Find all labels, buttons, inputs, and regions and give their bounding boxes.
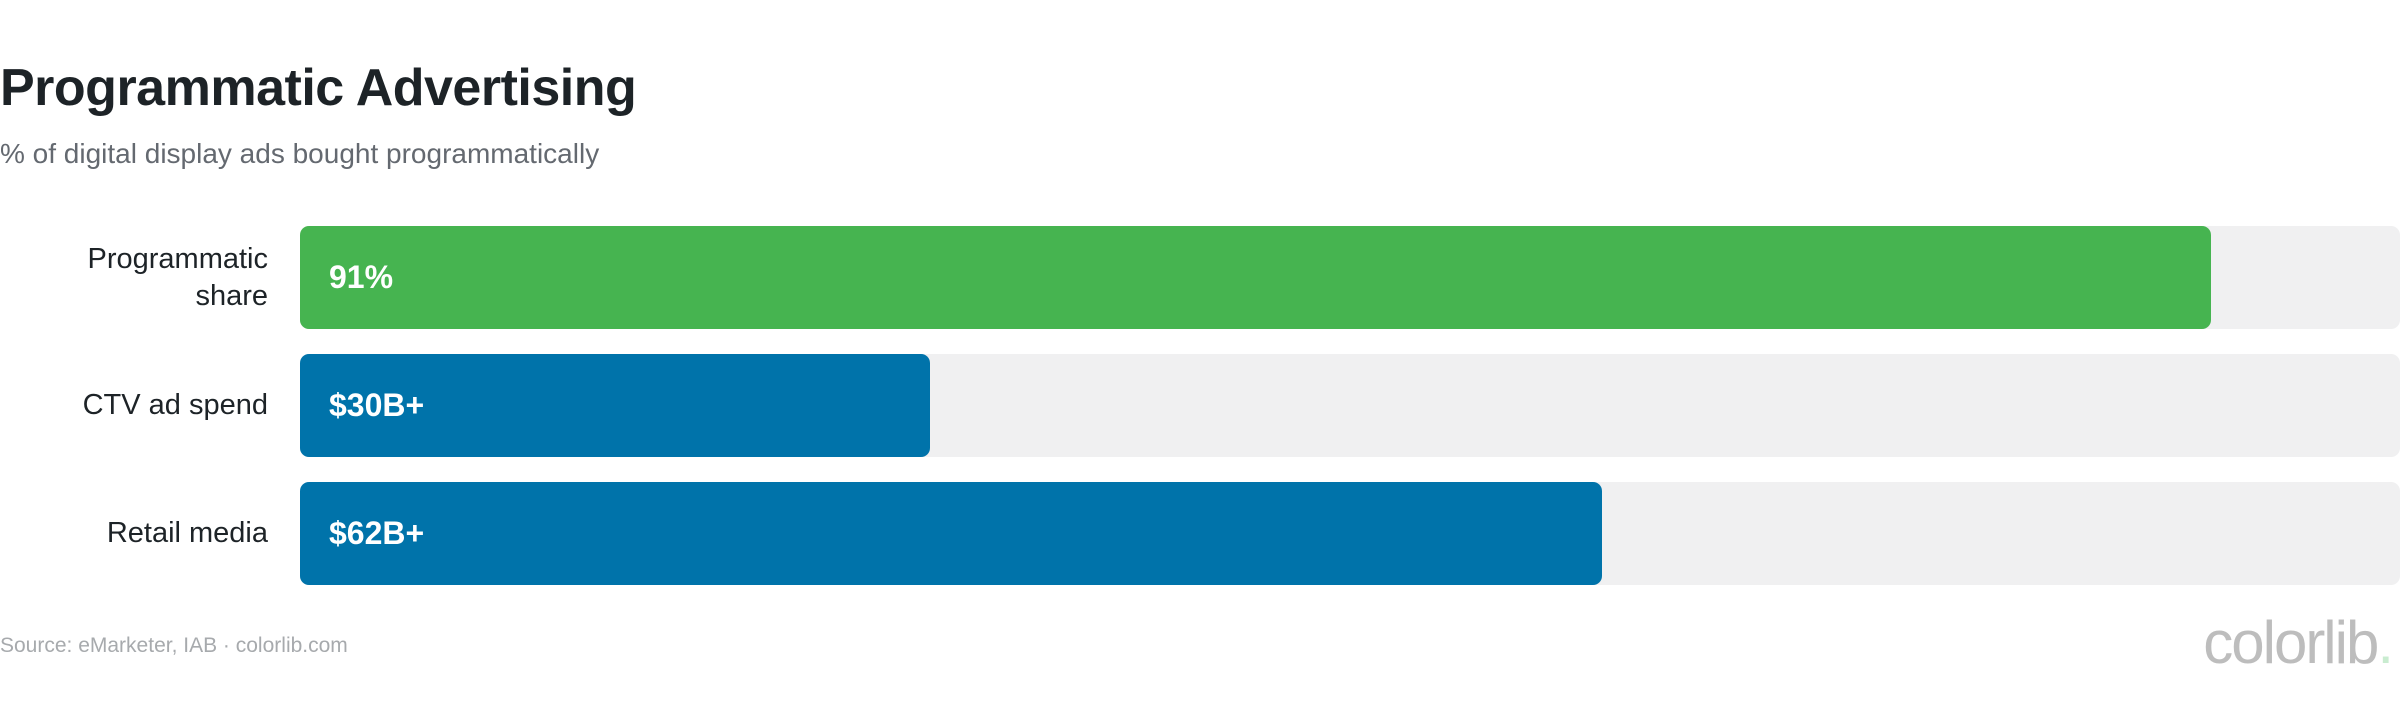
data-label: 91% xyxy=(329,259,394,295)
source-note: Source: eMarketer, IAB · colorlib.com xyxy=(0,634,348,657)
bar-row: Programmatic share 91% xyxy=(0,226,2400,329)
logo-dot: . xyxy=(2377,609,2394,676)
bar-row: Retail media $62B+ xyxy=(0,482,2400,585)
colorlib-logo: colorlib. xyxy=(2203,608,2394,677)
bar xyxy=(300,354,930,457)
bar xyxy=(300,482,1602,585)
category-label: CTV ad spend xyxy=(82,389,268,422)
data-label: $62B+ xyxy=(329,515,425,551)
bar-track: $30B+ xyxy=(300,354,2400,457)
category-label: Programmatic share xyxy=(87,243,269,312)
bar xyxy=(300,226,2211,329)
chart-title: Programmatic Advertising xyxy=(0,59,637,117)
bar-track: $62B+ xyxy=(300,482,2400,585)
category-label: Retail media xyxy=(106,517,268,550)
bar-row: CTV ad spend $30B+ xyxy=(0,354,2400,457)
logo-text: colorlib xyxy=(2203,609,2379,676)
bar-track: 91% xyxy=(300,226,2400,329)
data-label: $30B+ xyxy=(329,387,425,423)
chart-subtitle: % of digital display ads bought programm… xyxy=(0,138,600,169)
